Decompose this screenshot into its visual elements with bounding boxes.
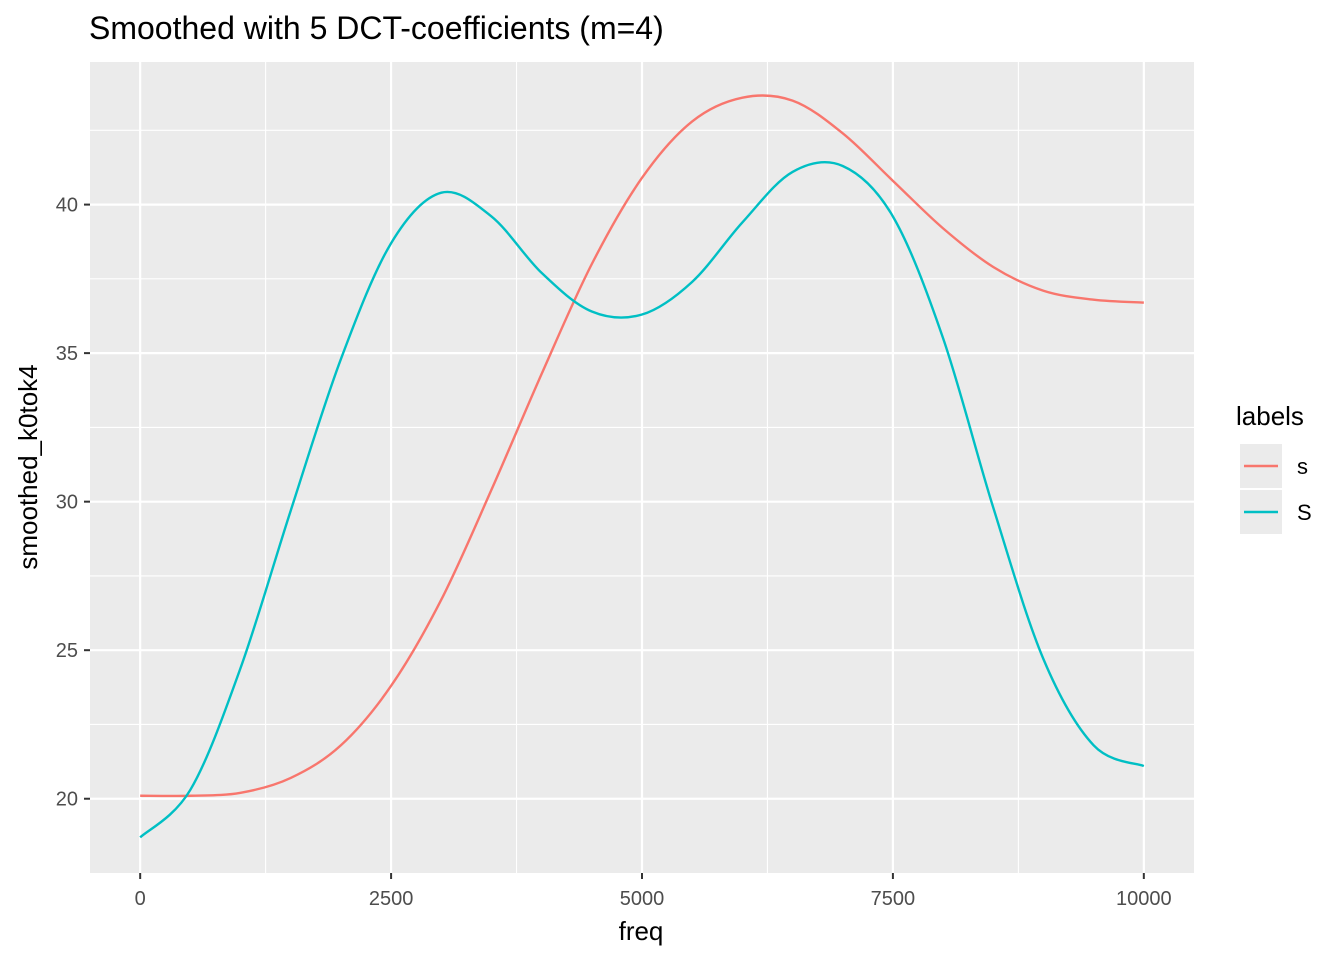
x-axis-title: freq [619, 916, 664, 946]
y-tick-label: 20 [56, 789, 78, 811]
legend: labels sS [1236, 401, 1312, 534]
y-axis: 20 25 30 35 40 [56, 195, 90, 811]
y-tick-label: 30 [56, 492, 78, 514]
series-layer [139, 94, 1145, 839]
series-line-2 [139, 160, 1145, 839]
y-tick-label: 25 [56, 640, 78, 662]
x-tick-label: 7500 [871, 888, 916, 910]
x-tick-label: 0 [135, 888, 146, 910]
y-tick-label: 35 [56, 343, 78, 365]
legend-items: sS [1240, 444, 1312, 534]
x-tick-label: 10000 [1116, 888, 1172, 910]
legend-label-2: S [1297, 500, 1312, 525]
chart-title: Smoothed with 5 DCT-coefficients (m=4) [89, 10, 664, 46]
y-tick-label: 40 [56, 195, 78, 217]
series-line-1 [140, 94, 1144, 798]
grid-major [90, 62, 1194, 873]
x-tick-label: 5000 [620, 888, 665, 910]
y-axis-title: smoothed_k0tok4 [13, 364, 43, 569]
x-axis: 0 2500 5000 7500 10000 [135, 873, 1172, 910]
legend-label-1: s [1297, 454, 1308, 479]
x-tick-label: 2500 [369, 888, 414, 910]
legend-title: labels [1236, 401, 1304, 431]
